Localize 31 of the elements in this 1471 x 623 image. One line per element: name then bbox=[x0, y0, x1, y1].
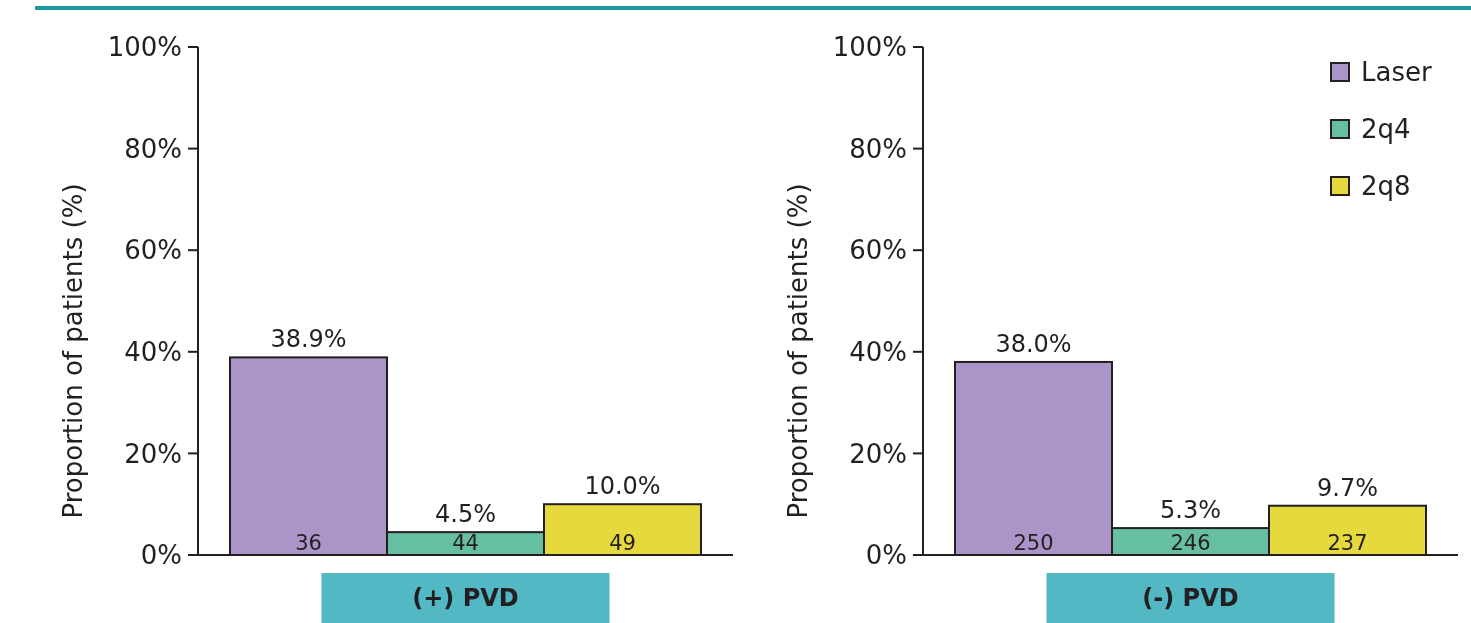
y-tick-label: 60% bbox=[124, 235, 182, 266]
annotation: 250 bbox=[1013, 531, 1054, 555]
annotation: 237 bbox=[1327, 531, 1368, 555]
y-tick-label: 40% bbox=[124, 336, 182, 367]
y-tick-label: 0% bbox=[140, 540, 182, 571]
annotation: 246 bbox=[1170, 531, 1211, 555]
annotation: 44 bbox=[452, 531, 479, 555]
annotation: 36 bbox=[295, 531, 322, 555]
legend-label: 2q4 bbox=[1361, 114, 1411, 145]
data-label: 9.7% bbox=[1317, 473, 1378, 502]
y-tick-label: 60% bbox=[849, 235, 907, 266]
y-tick-label: 100% bbox=[107, 32, 182, 63]
data-label: 4.5% bbox=[435, 500, 496, 529]
y-axis-title: Proportion of patients (%) bbox=[58, 183, 88, 519]
y-tick-label: 80% bbox=[124, 133, 182, 164]
y-tick-label: 100% bbox=[832, 32, 907, 63]
data-label: 10.0% bbox=[584, 472, 661, 501]
legend-label: Laser bbox=[1361, 57, 1432, 88]
annotation: 49 bbox=[609, 531, 636, 555]
y-tick-label: 40% bbox=[849, 336, 907, 367]
y-tick-label: 20% bbox=[849, 438, 907, 469]
data-label: 38.0% bbox=[995, 329, 1072, 358]
data-label: 38.9% bbox=[270, 325, 347, 354]
y-tick-label: 20% bbox=[124, 438, 182, 469]
y-axis-title: Proportion of patients (%) bbox=[783, 183, 813, 519]
y-tick-label: 80% bbox=[849, 133, 907, 164]
y-tick-label: 0% bbox=[865, 540, 907, 571]
x-tick-label: (+) PVD bbox=[412, 584, 519, 613]
legend-label: 2q8 bbox=[1361, 171, 1411, 202]
data-label: 5.3% bbox=[1160, 496, 1221, 525]
x-tick-label: (-) PVD bbox=[1142, 584, 1239, 613]
